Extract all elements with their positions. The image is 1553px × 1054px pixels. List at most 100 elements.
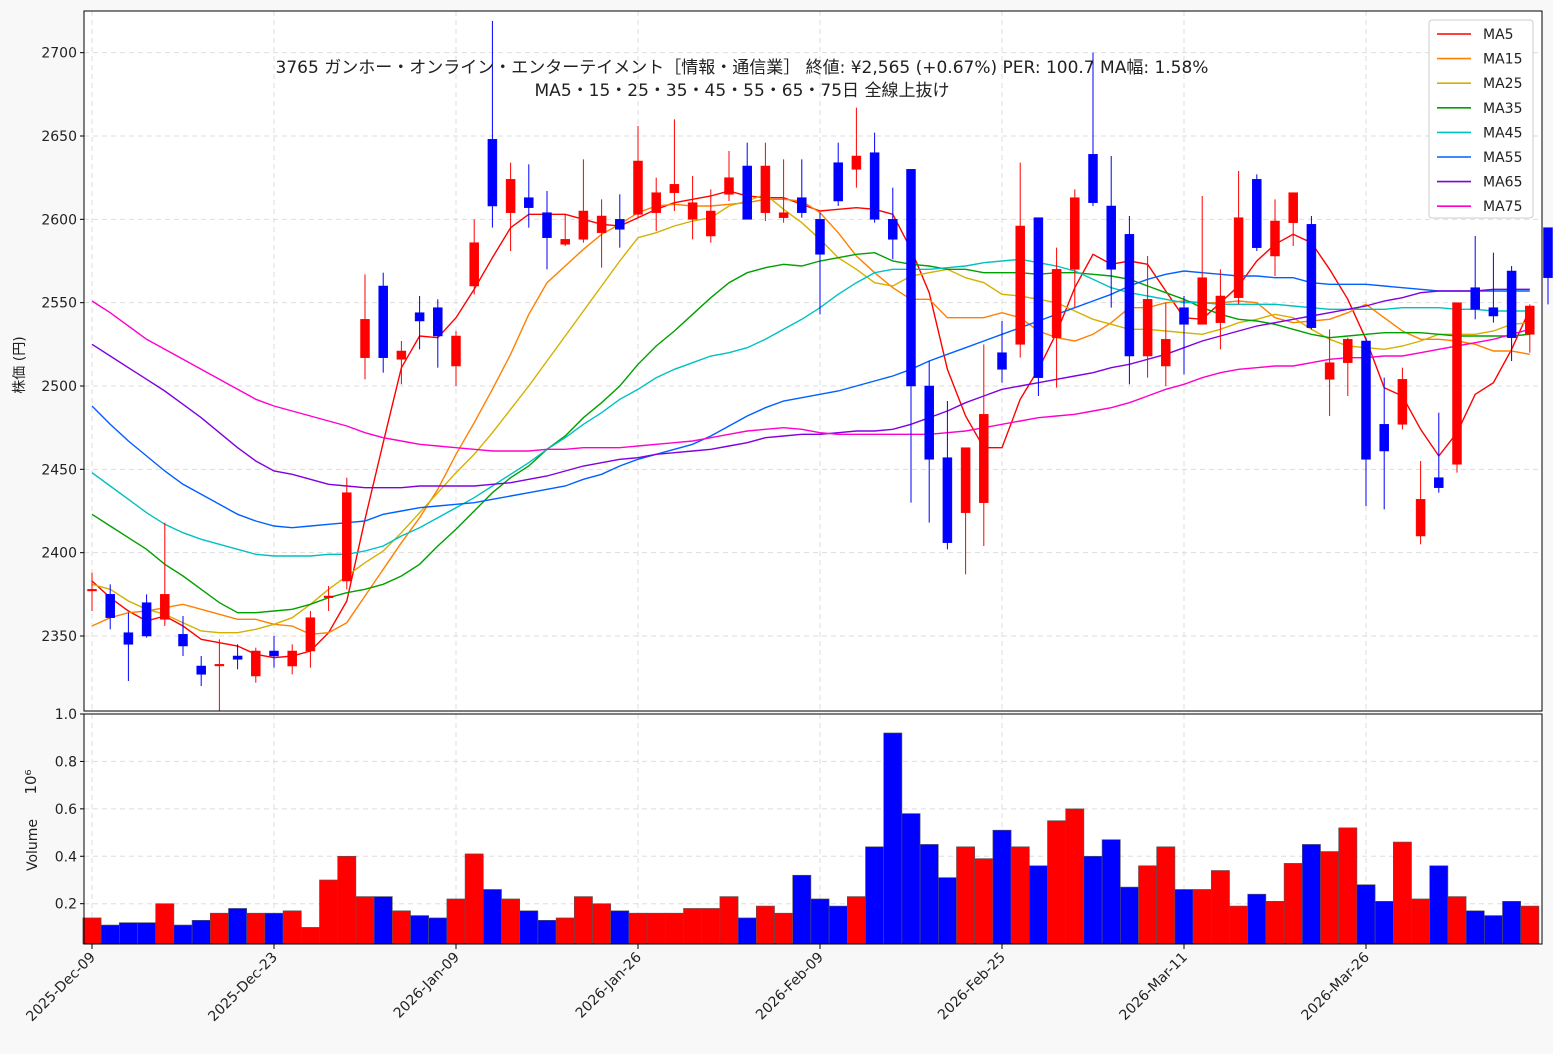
candle-body	[1488, 307, 1499, 317]
volume-bar	[1029, 865, 1048, 945]
price-tick-label: 2700	[41, 46, 77, 62]
candle-body	[1033, 217, 1044, 378]
volume-bar	[1429, 865, 1449, 945]
volume-bar	[1283, 863, 1303, 945]
candle-body	[1015, 225, 1025, 345]
candle-body	[1452, 302, 1462, 465]
candle-body	[160, 594, 170, 620]
volume-bar	[1065, 808, 1085, 945]
candle-body	[615, 219, 625, 230]
candle-body	[869, 152, 880, 220]
volume-bar	[865, 846, 885, 945]
candle-body	[797, 197, 807, 213]
volume-bar	[956, 846, 976, 945]
candle-body	[232, 655, 243, 660]
volume-bar	[173, 924, 193, 945]
volume-bar	[937, 877, 957, 945]
candle-body	[687, 202, 698, 220]
candle-body	[1361, 340, 1371, 460]
candle-body	[706, 210, 716, 237]
candle-body	[323, 595, 334, 598]
volume-bar	[1211, 870, 1230, 945]
candle-body	[1106, 205, 1116, 270]
candle-body	[305, 617, 316, 652]
candlesticks	[87, 21, 1553, 711]
legend-label: MA25	[1483, 76, 1522, 92]
volume-bar	[246, 912, 266, 945]
candle-body	[1124, 234, 1135, 357]
moving-average-lines	[91, 190, 1531, 659]
candle-body	[433, 307, 443, 337]
candle-body	[360, 319, 370, 358]
volume-bar	[755, 905, 775, 945]
candle-body	[1142, 299, 1153, 357]
volume-bar	[1302, 844, 1321, 945]
volume-bar	[1320, 851, 1340, 945]
candle-body	[123, 632, 134, 645]
candle-body	[1161, 339, 1171, 367]
price-tick-label: 2500	[41, 379, 77, 395]
candle-body	[633, 160, 643, 215]
volume-bar	[501, 898, 521, 945]
candle-body	[979, 414, 989, 503]
price-tick-label: 2600	[41, 212, 77, 228]
volume-bar	[137, 922, 157, 945]
volume-bar	[646, 912, 666, 945]
volume-bar	[555, 917, 575, 945]
candle-body	[1470, 287, 1480, 310]
candle-body	[524, 197, 534, 208]
candle-body	[833, 162, 843, 202]
volume-tick-label: 0.4	[55, 849, 77, 865]
volume-bar	[100, 924, 120, 945]
legend: MA5 MA15 MA25 MA35 MA45 MA55 MA65 MA75	[1428, 19, 1534, 219]
chart-title-line2: MA5・15・25・35・45・55・65・75日 全線上抜け	[535, 81, 950, 101]
candle-body	[505, 179, 516, 213]
volume-bar	[1120, 886, 1139, 945]
candle-body	[1051, 269, 1062, 338]
candle-body	[251, 650, 261, 677]
volume-bar	[1338, 827, 1358, 945]
ma-line-ma25	[91, 193, 1530, 634]
volume-bar	[592, 903, 612, 945]
volume-bar	[191, 919, 211, 945]
legend-label: MA15	[1483, 52, 1522, 68]
candle-body	[1306, 224, 1317, 328]
volume-bar	[1502, 901, 1522, 945]
candle-body	[1415, 499, 1426, 537]
candle-body	[1343, 339, 1353, 363]
candle-body	[924, 385, 934, 460]
volume-bar	[828, 905, 848, 945]
volume-bar	[410, 915, 430, 945]
candle-body	[1179, 307, 1189, 325]
volume-bar	[573, 896, 593, 945]
volume-bar	[1138, 865, 1158, 945]
candle-body	[1288, 192, 1298, 223]
volume-tick-label: 0.8	[55, 754, 77, 770]
candle-body	[105, 594, 115, 618]
volume-bar	[82, 917, 102, 945]
ma-line-ma45	[91, 258, 1530, 557]
candle-body	[1233, 217, 1244, 298]
candle-body	[960, 447, 971, 513]
price-axis-label: 株価 (円)	[12, 336, 28, 393]
candle-body	[1525, 305, 1535, 335]
candle-body	[906, 169, 916, 387]
candle-body	[287, 650, 297, 667]
volume-bar	[610, 910, 630, 945]
volume-bar	[701, 908, 721, 945]
volume-bar	[1083, 855, 1103, 945]
price-tick-label: 2450	[41, 462, 77, 478]
candle-body	[178, 634, 188, 647]
volume-bar	[992, 829, 1012, 945]
candle-body	[942, 457, 953, 543]
candle-body	[469, 242, 479, 287]
candle-body	[542, 212, 552, 238]
candle-body	[778, 212, 789, 218]
volume-bar	[391, 910, 411, 945]
candle-body	[888, 219, 898, 240]
volume-bar	[155, 903, 175, 945]
volume-bar	[737, 917, 757, 945]
volume-bar	[628, 912, 648, 945]
